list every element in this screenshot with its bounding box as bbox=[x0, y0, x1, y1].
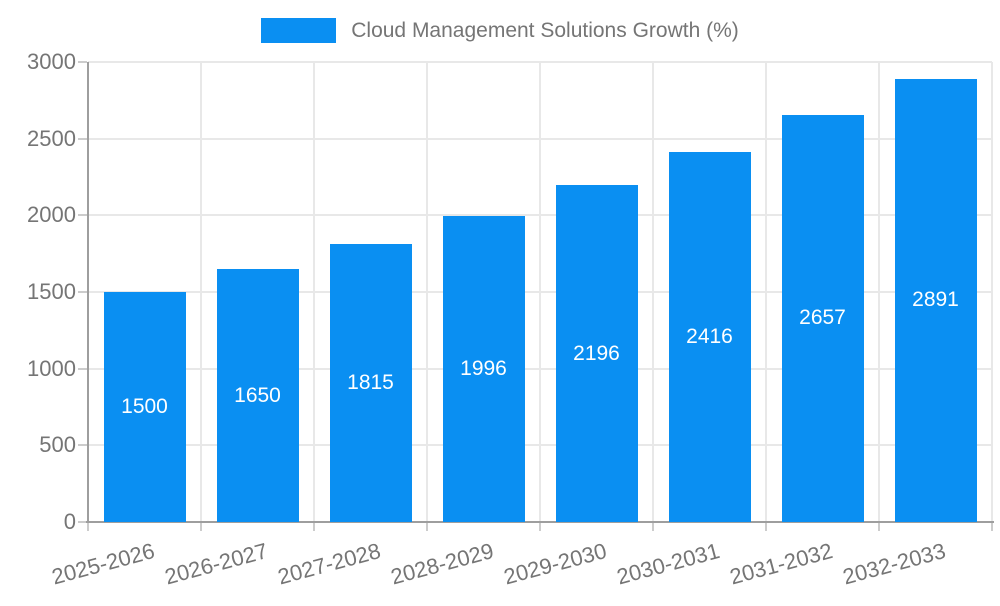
bar[interactable] bbox=[329, 243, 412, 522]
y-axis-tick-label: 500 bbox=[39, 432, 76, 458]
x-axis-tick bbox=[991, 523, 993, 531]
x-axis-tick bbox=[87, 523, 89, 531]
y-axis-tick bbox=[78, 521, 87, 523]
bar[interactable] bbox=[103, 292, 186, 522]
y-axis-tick-label: 2500 bbox=[27, 125, 76, 151]
x-axis-tick bbox=[313, 523, 315, 531]
x-gridline bbox=[878, 62, 880, 522]
x-gridline bbox=[200, 62, 202, 522]
bar[interactable] bbox=[894, 78, 977, 522]
bar-value-label: 1650 bbox=[234, 383, 281, 407]
y-axis-tick bbox=[78, 291, 87, 293]
bar-value-label: 2657 bbox=[799, 306, 846, 330]
bar-value-label: 1500 bbox=[121, 395, 168, 418]
x-axis-tick bbox=[652, 523, 654, 531]
x-gridline bbox=[765, 62, 767, 522]
y-axis-tick-label: 2000 bbox=[27, 202, 76, 228]
y-axis-line bbox=[87, 62, 89, 530]
x-axis-tick bbox=[765, 523, 767, 531]
bar[interactable] bbox=[781, 114, 864, 522]
x-gridline bbox=[991, 62, 993, 522]
y-axis-tick bbox=[78, 137, 87, 140]
x-axis-tick bbox=[539, 523, 541, 531]
bar[interactable] bbox=[216, 269, 299, 522]
x-axis-tick bbox=[878, 523, 880, 531]
bar[interactable] bbox=[555, 185, 638, 522]
bar[interactable] bbox=[668, 151, 751, 522]
legend-swatch-icon bbox=[261, 18, 337, 43]
x-axis-tick bbox=[200, 523, 202, 531]
x-axis-tick bbox=[426, 523, 428, 531]
x-gridline bbox=[426, 62, 428, 522]
bar-value-label: 1815 bbox=[347, 370, 394, 394]
bar-value-label: 2196 bbox=[573, 341, 620, 365]
bar-value-label: 2891 bbox=[912, 288, 959, 312]
bar[interactable] bbox=[442, 215, 525, 522]
y-axis-tick bbox=[78, 214, 87, 217]
x-gridline bbox=[652, 62, 654, 522]
legend-label: Cloud Management Solutions Growth (%) bbox=[351, 18, 739, 42]
legend-item[interactable]: Cloud Management Solutions Growth (%) bbox=[0, 18, 1000, 43]
y-axis-tick bbox=[78, 444, 87, 447]
y-axis-tick-label: 3000 bbox=[27, 49, 76, 74]
x-gridline bbox=[539, 62, 541, 522]
x-axis-line bbox=[86, 521, 994, 523]
y-axis-tick bbox=[78, 367, 87, 370]
y-axis-tick-label: 1500 bbox=[27, 279, 76, 304]
y-axis-tick-label: 1000 bbox=[27, 355, 76, 381]
bar-value-label: 2416 bbox=[686, 324, 733, 348]
y-axis-tick bbox=[78, 61, 87, 63]
x-gridline bbox=[313, 62, 315, 522]
bar-value-label: 1996 bbox=[460, 356, 507, 380]
y-axis-tick-label: 0 bbox=[63, 509, 76, 534]
